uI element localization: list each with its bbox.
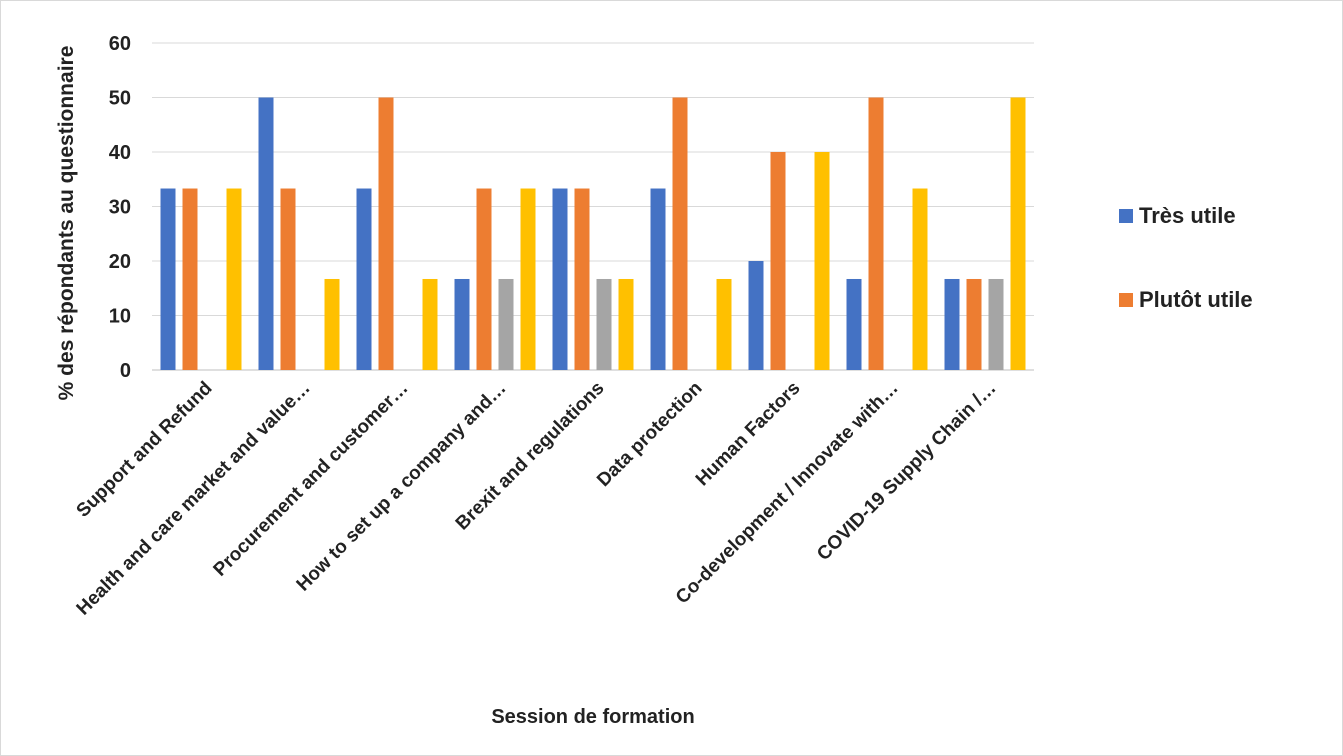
bar-series-3-8 bbox=[1010, 97, 1026, 370]
bar-series-2-4 bbox=[596, 278, 612, 370]
x-tick-label: COVID-19 Supply Chain /… bbox=[813, 378, 1000, 565]
bar-series-3-3 bbox=[520, 188, 536, 370]
bar-series-0-4 bbox=[552, 188, 568, 370]
bar-series-1-7 bbox=[868, 97, 884, 370]
bar-series-2-8 bbox=[988, 278, 1004, 370]
x-tick-label: How to set up a company and… bbox=[293, 378, 511, 596]
y-tick-label: 30 bbox=[109, 197, 131, 219]
y-tick-label: 0 bbox=[120, 360, 131, 382]
bar-series-1-3 bbox=[476, 188, 492, 370]
legend-label-tres-utile: Très utile bbox=[1139, 203, 1236, 228]
bar-series-0-5 bbox=[650, 188, 666, 370]
legend-swatch-plutot-utile bbox=[1119, 293, 1133, 307]
legend-item-tres-utile: Très utile bbox=[1119, 203, 1236, 229]
bar-series-2-3 bbox=[498, 278, 514, 370]
x-tick-label: Human Factors bbox=[692, 378, 805, 491]
bar-series-0-2 bbox=[356, 188, 372, 370]
bar-series-0-7 bbox=[846, 278, 862, 370]
bar-series-1-2 bbox=[378, 97, 394, 370]
x-tick-label: Co-development / Innovate with… bbox=[672, 378, 903, 609]
legend-swatch-tres-utile bbox=[1119, 209, 1133, 223]
bar-series-0-8 bbox=[944, 278, 960, 370]
bar-series-1-6 bbox=[770, 152, 786, 370]
x-tick-label: Procurement and customer… bbox=[210, 378, 413, 581]
legend-item-plutot-utile: Plutôt utile bbox=[1119, 287, 1253, 313]
bar-series-3-4 bbox=[618, 278, 634, 370]
bar-series-1-5 bbox=[672, 97, 688, 370]
x-axis-label: Session de formation bbox=[491, 706, 694, 728]
bar-series-3-5 bbox=[716, 278, 732, 370]
bar-series-0-1 bbox=[258, 97, 274, 370]
gridlines bbox=[152, 42, 1034, 371]
bar-series-0-6 bbox=[748, 261, 764, 370]
bar-series-3-1 bbox=[324, 278, 340, 370]
y-tick-label: 20 bbox=[109, 251, 131, 273]
bar-series-1-4 bbox=[574, 188, 590, 370]
y-tick-label: 10 bbox=[109, 306, 131, 328]
y-tick-label: 50 bbox=[109, 88, 131, 110]
y-tick-label: 40 bbox=[109, 142, 131, 164]
bar-series-1-0 bbox=[182, 188, 198, 370]
bar-series-3-7 bbox=[912, 188, 928, 370]
legend-label-plutot-utile: Plutôt utile bbox=[1139, 287, 1253, 312]
bar-series-3-0 bbox=[226, 188, 242, 370]
y-axis-label: % des répondants au questionnaire bbox=[55, 46, 78, 401]
bar-series-0-0 bbox=[160, 188, 176, 370]
bars bbox=[160, 97, 1026, 370]
bar-series-3-6 bbox=[814, 152, 830, 370]
y-tick-label: 60 bbox=[109, 33, 131, 55]
bar-series-0-3 bbox=[454, 278, 470, 370]
bar-series-3-2 bbox=[422, 278, 438, 370]
y-tick-labels: 0 10 20 30 40 50 60 bbox=[109, 33, 131, 382]
x-tick-label: Data protection bbox=[593, 378, 706, 491]
bar-series-1-8 bbox=[966, 278, 982, 370]
bar-series-1-1 bbox=[280, 188, 296, 370]
